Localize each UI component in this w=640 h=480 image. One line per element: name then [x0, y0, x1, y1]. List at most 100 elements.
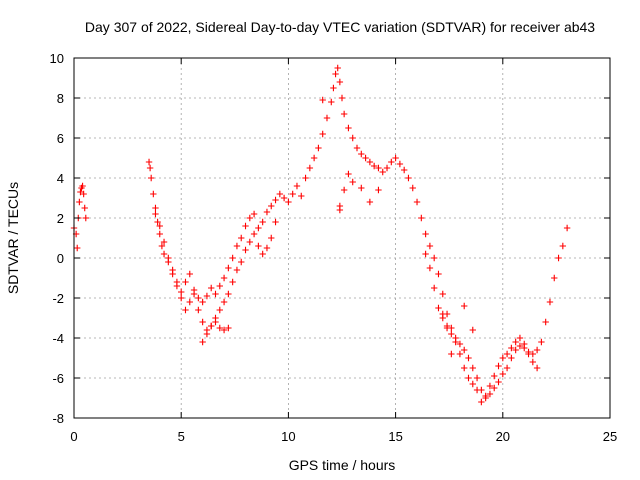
data-point — [443, 322, 451, 330]
data-point — [495, 362, 502, 370]
data-point — [512, 338, 519, 346]
chart-title: Day 307 of 2022, Sidereal Day-to-day VTE… — [85, 19, 595, 35]
data-point — [152, 204, 159, 212]
data-point — [525, 350, 532, 358]
data-point — [430, 254, 438, 262]
y-tick-label: 8 — [57, 91, 64, 106]
y-tick-label: -8 — [52, 411, 64, 426]
data-point — [182, 306, 189, 314]
y-tick-label: 4 — [57, 171, 64, 186]
data-point — [465, 354, 472, 362]
data-point — [400, 166, 408, 174]
data-point — [158, 242, 166, 250]
data-point — [366, 198, 374, 206]
axis-ticks: 0 5 10 15 20 25 -8 -6 -4 -2 0 2 4 6 8 10 — [50, 51, 618, 444]
data-point — [448, 350, 455, 358]
data-point — [495, 378, 502, 386]
data-point — [147, 174, 155, 182]
data-point — [349, 178, 356, 186]
data-point — [156, 230, 163, 238]
data-point — [272, 218, 279, 226]
x-tick-label: 0 — [70, 429, 77, 444]
data-point — [319, 96, 326, 104]
data-point — [375, 164, 382, 172]
data-point — [396, 160, 404, 168]
data-point — [216, 306, 223, 314]
data-point — [306, 164, 314, 172]
data-point — [289, 190, 296, 198]
data-point — [74, 244, 81, 252]
data-point — [319, 130, 326, 138]
data-point — [508, 354, 515, 362]
data-point — [280, 194, 288, 202]
data-point — [426, 242, 434, 250]
data-point — [225, 324, 232, 332]
data-point — [182, 278, 189, 286]
data-point — [190, 290, 198, 298]
data-point — [310, 154, 318, 162]
data-point — [512, 346, 519, 354]
data-point — [563, 224, 571, 232]
data-point — [199, 318, 206, 326]
data-point — [370, 162, 378, 170]
data-point — [76, 198, 83, 206]
data-point — [426, 264, 434, 272]
data-point — [82, 214, 89, 222]
data-point — [81, 204, 88, 212]
data-point — [160, 250, 168, 258]
data-point — [345, 124, 352, 132]
plot-frame — [73, 57, 611, 419]
data-point — [375, 186, 382, 194]
series-1 — [152, 170, 541, 406]
data-point — [336, 206, 344, 214]
data-point — [469, 380, 476, 388]
data-point — [533, 364, 541, 372]
data-point — [456, 350, 464, 358]
data-point — [349, 134, 356, 142]
data-point — [150, 190, 157, 198]
data-point — [409, 184, 416, 192]
data-point — [469, 326, 476, 334]
data-point — [538, 338, 545, 346]
data-point — [473, 386, 481, 394]
data-point — [482, 392, 489, 400]
data-point — [461, 302, 468, 310]
y-axis-label: SDTVAR / TECUs — [5, 182, 21, 294]
data-point — [334, 64, 341, 72]
data-point — [332, 70, 339, 78]
data-point — [383, 164, 391, 172]
y-tick-label: -2 — [52, 291, 64, 306]
data-point — [246, 238, 254, 246]
data-point — [154, 218, 161, 226]
data-point — [358, 184, 365, 192]
data-point — [255, 242, 262, 250]
data-point — [146, 164, 154, 172]
data-point — [340, 186, 348, 194]
y-tick-label: 2 — [57, 211, 64, 226]
data-point — [503, 364, 511, 372]
data-point — [156, 222, 163, 230]
data-point — [225, 264, 232, 272]
data-point — [80, 190, 87, 198]
data-point — [362, 154, 369, 162]
data-point — [461, 364, 468, 372]
data-point — [77, 188, 84, 196]
data-point — [272, 196, 279, 204]
data-point — [435, 270, 442, 278]
data-point — [250, 210, 258, 218]
data-point — [388, 158, 395, 166]
data-point — [233, 266, 241, 274]
data-point — [238, 258, 245, 266]
data-point — [430, 284, 438, 292]
data-point — [323, 114, 331, 122]
data-point — [259, 250, 266, 258]
data-points — [70, 64, 571, 406]
data-point — [178, 294, 185, 302]
data-point — [199, 298, 206, 306]
data-point — [340, 110, 348, 118]
data-point — [422, 230, 429, 238]
data-point — [208, 284, 215, 292]
data-point — [178, 288, 185, 296]
data-point — [263, 208, 271, 216]
data-point — [529, 358, 537, 366]
